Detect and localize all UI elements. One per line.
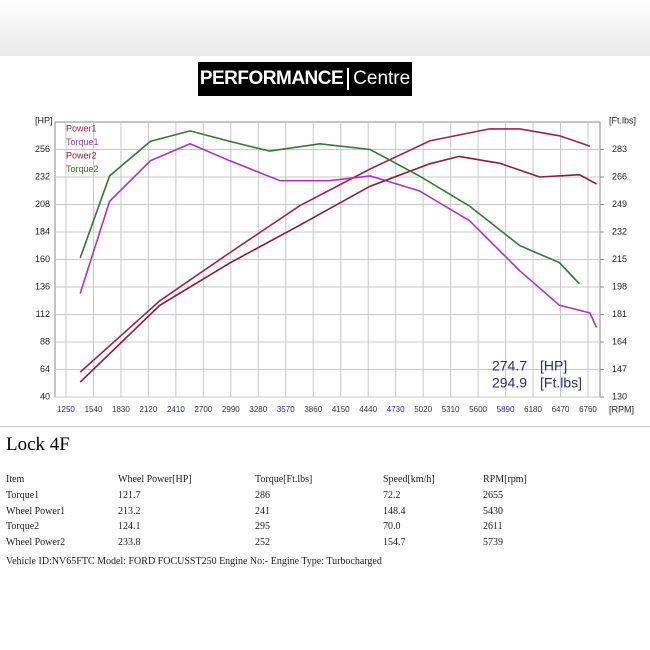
table-cell: 233.8 bbox=[118, 536, 141, 548]
logo-light: Centre bbox=[347, 68, 410, 90]
x-tick-label: 3860 bbox=[304, 405, 322, 414]
table-header: Item bbox=[6, 474, 25, 485]
table-cell: Torque2 bbox=[6, 521, 40, 532]
y2-tick-label: 198 bbox=[612, 281, 627, 291]
series-line bbox=[79, 130, 580, 285]
y2-tick-label: 283 bbox=[612, 144, 627, 154]
x-tick-label: 5890 bbox=[497, 405, 515, 414]
y2-tick-label: 164 bbox=[612, 336, 627, 346]
legend-entry: Power1 bbox=[66, 123, 97, 133]
x-tick-label: 1830 bbox=[112, 405, 130, 414]
y2-tick-label: 147 bbox=[612, 364, 627, 374]
table-cell: Torque1 bbox=[6, 490, 40, 501]
x-tick-label: 5310 bbox=[442, 405, 460, 414]
table-cell: 252 bbox=[255, 536, 270, 548]
table-header: Speed[km/h] bbox=[383, 474, 435, 485]
y2-tick-label: 232 bbox=[612, 226, 627, 236]
y-tick-label: 88 bbox=[40, 336, 50, 346]
legend-entry: Torque1 bbox=[66, 137, 99, 147]
y2-tick-label: 181 bbox=[612, 309, 627, 319]
y-tick-label: 112 bbox=[36, 309, 50, 319]
y2-tick-label: 130 bbox=[612, 391, 627, 401]
series-line bbox=[79, 142, 598, 328]
y2-tick-label: 266 bbox=[612, 171, 627, 181]
report-footer: Vehicle ID:NV65FTC Model: FORD FOCUSST25… bbox=[6, 556, 382, 567]
y-tick-label: 232 bbox=[35, 171, 50, 181]
table-cell: 154.7 bbox=[383, 536, 406, 548]
top-band bbox=[0, 0, 650, 56]
x-tick-label: 1250 bbox=[57, 405, 75, 414]
x-tick-label: 2120 bbox=[140, 405, 158, 414]
table-cell: 72.2 bbox=[383, 490, 401, 501]
x-tick-label: 6760 bbox=[579, 405, 597, 414]
x-tick-label: 4150 bbox=[332, 405, 350, 414]
x-tick-label: 6470 bbox=[552, 405, 570, 414]
table-cell: Wheel Power2 bbox=[6, 536, 66, 548]
x-tick-label: 5600 bbox=[469, 405, 487, 414]
legend-entry: Power2 bbox=[66, 150, 97, 160]
series-line bbox=[79, 155, 597, 383]
x-tick-label: 1540 bbox=[85, 405, 103, 414]
x-tick-label: 3570 bbox=[277, 405, 295, 414]
table-cell: 286 bbox=[255, 490, 270, 501]
x-tick-label: 2410 bbox=[167, 405, 185, 414]
x-tick-label: 2990 bbox=[222, 405, 240, 414]
x-tick-label: 2700 bbox=[194, 405, 212, 414]
table-cell: 5430 bbox=[483, 505, 503, 517]
x-tick-label: 4730 bbox=[387, 405, 405, 414]
readout-unit: [Ft.lbs] bbox=[540, 375, 582, 391]
series-line bbox=[79, 128, 591, 373]
table-header: RPM[rpm] bbox=[483, 474, 527, 485]
table-cell: Wheel Power1 bbox=[6, 505, 66, 517]
table-header: Wheel Power[HP] bbox=[118, 474, 192, 485]
y-tick-label: 40 bbox=[40, 391, 50, 401]
y-tick-label: 256 bbox=[35, 144, 50, 154]
table-cell: 213.2 bbox=[118, 505, 141, 517]
y-tick-label: 136 bbox=[35, 281, 50, 291]
y2-tick-label: 249 bbox=[612, 199, 627, 209]
table-cell: 148.4 bbox=[383, 505, 406, 517]
logo: PERFORMANCE Centre bbox=[198, 62, 412, 96]
readout-unit: [HP] bbox=[540, 358, 567, 374]
y2-tick-label: 215 bbox=[612, 254, 627, 264]
y-tick-label: 208 bbox=[35, 199, 50, 209]
table-cell: 241 bbox=[255, 505, 270, 517]
report-title: Lock 4F bbox=[6, 434, 70, 455]
legend-entry: Torque2 bbox=[66, 164, 99, 174]
logo-bold: PERFORMANCE bbox=[199, 68, 344, 89]
y-axis-label: [HP] bbox=[35, 115, 53, 125]
chart: [HP] [Ft.lbs] [RPM] 1250 1540 1830 2120 2410… bbox=[35, 115, 636, 414]
x-tick-label: 6180 bbox=[524, 405, 542, 414]
table-cell: 121.7 bbox=[118, 490, 141, 501]
readout-value: 274.7 bbox=[492, 358, 527, 374]
table-cell: 70.0 bbox=[383, 521, 401, 532]
table-cell: 295 bbox=[255, 521, 270, 532]
y-tick-label: 160 bbox=[35, 254, 50, 264]
x-axis-label: [RPM] bbox=[609, 404, 634, 414]
y-tick-label: 64 bbox=[40, 364, 50, 374]
x-tick-label: 4440 bbox=[359, 405, 377, 414]
y-tick-label: 184 bbox=[35, 226, 50, 236]
table-cell: 5739 bbox=[483, 536, 503, 548]
separator bbox=[0, 426, 650, 427]
table-cell: 124.1 bbox=[118, 521, 141, 532]
readout-value: 294.9 bbox=[492, 375, 527, 391]
y2-axis-label: [Ft.lbs] bbox=[609, 115, 636, 125]
table-header: Torque[Ft.lbs] bbox=[255, 474, 313, 485]
x-tick-label: 3280 bbox=[249, 405, 267, 414]
table-cell: 2611 bbox=[483, 521, 503, 532]
x-tick-label: 5020 bbox=[414, 405, 432, 414]
table-cell: 2655 bbox=[483, 490, 503, 501]
